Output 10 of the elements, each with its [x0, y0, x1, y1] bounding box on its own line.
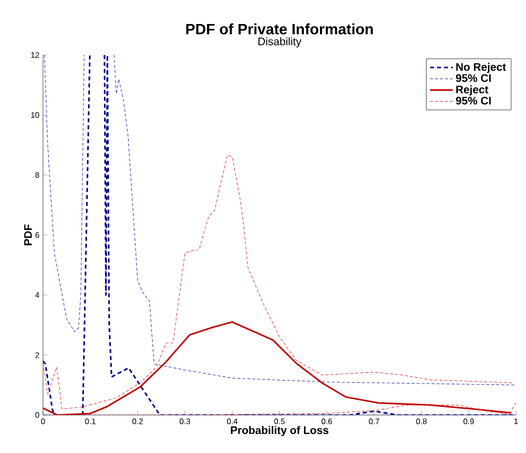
- legend-label: Reject: [456, 85, 488, 96]
- line-series: [43, 154, 514, 410]
- legend-label: No Reject: [456, 62, 506, 73]
- legend-label: 95% CI: [456, 74, 491, 82]
- x-axis-title: Probability of Loss: [230, 426, 328, 436]
- line-series: [43, 321, 512, 415]
- chart-title: PDF of Private Information: [186, 23, 373, 34]
- chart-subtitle: Disability: [258, 37, 302, 48]
- legend-label: 95% CI: [456, 96, 491, 105]
- y-axis-title: PDF: [24, 224, 32, 246]
